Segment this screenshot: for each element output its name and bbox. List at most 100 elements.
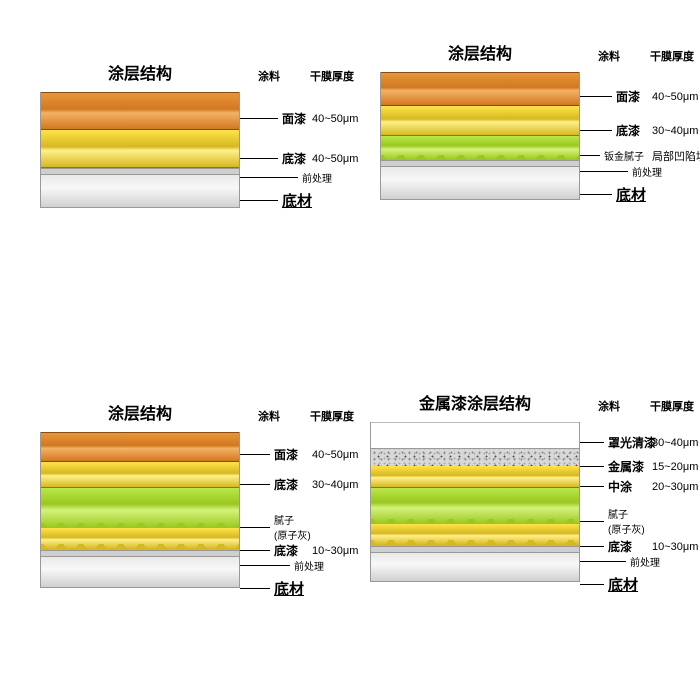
layer-thickness: 10~30μm: [652, 541, 698, 553]
layer-thickness: 30~40μm: [652, 125, 698, 137]
layer-底漆: [41, 462, 239, 488]
layer-thickness: 30~40μm: [652, 437, 698, 449]
layer-name: 罩光清漆: [608, 434, 656, 451]
layer-name: 底漆: [274, 542, 298, 559]
layer-label-row: 腻子(原子灰): [240, 512, 311, 542]
layer-stack: [40, 92, 240, 208]
panel-br: 金属漆涂层结构涂料干膜厚度罩光清漆30~40μm金属漆15~20μm中涂20~3…: [370, 390, 700, 582]
layer-name: 前处理: [294, 558, 324, 573]
layer-thickness: 40~50μm: [312, 449, 358, 461]
layer-面漆: [381, 72, 579, 106]
leader-line: [580, 561, 626, 562]
leader-line: [580, 96, 612, 97]
leader-line: [240, 118, 278, 119]
layer-label-row: 面漆40~50μm: [240, 110, 306, 127]
layer-底漆: [381, 106, 579, 136]
layer-stack: [380, 72, 580, 200]
panel-tr: 涂层结构涂料干膜厚度面漆40~50μm底漆30~40μm钣金腻子局部凹陷填平前处…: [380, 40, 700, 200]
leader-line: [240, 527, 270, 528]
leader-line: [240, 565, 290, 566]
layer-label-row: 钣金腻子局部凹陷填平: [580, 148, 644, 163]
header-thickness: 干膜厚度: [310, 408, 354, 424]
layer-name: 腻子(原子灰): [274, 512, 311, 542]
layer-name: 底漆: [616, 122, 640, 139]
header-thickness: 干膜厚度: [310, 68, 354, 84]
layer-面漆: [41, 432, 239, 462]
panel-title: 涂层结构: [40, 60, 240, 84]
layer-thickness: 20~30μm: [652, 481, 698, 493]
layer-name: 钣金腻子: [604, 148, 644, 163]
layer-thickness: 局部凹陷填平: [652, 148, 700, 164]
header-paint: 涂料: [258, 408, 280, 424]
layer-label-row: 前处理: [580, 554, 660, 569]
layer-name: 底材: [282, 190, 312, 211]
layer-label-row: 底材: [580, 184, 646, 205]
layer-label-row: 前处理: [240, 170, 332, 185]
layer-label-row: 面漆40~50μm: [240, 446, 298, 463]
leader-line: [240, 484, 270, 485]
layer-name: 底漆: [282, 150, 306, 167]
header-thickness: 干膜厚度: [650, 398, 694, 414]
panel-title: 涂层结构: [40, 400, 240, 424]
leader-line: [580, 466, 604, 467]
layer-腻子原子灰: [371, 488, 579, 524]
layer-name: 底材: [616, 184, 646, 205]
header-paint: 涂料: [258, 68, 280, 84]
layer-stack: [370, 422, 580, 582]
layer-label-row: 底漆30~40μm: [580, 122, 640, 139]
layer-name: 前处理: [630, 554, 660, 569]
layer-底材: [41, 556, 239, 588]
leader-line: [580, 442, 604, 443]
layer-label-row: 金属漆15~20μm: [580, 458, 644, 475]
leader-line: [240, 454, 270, 455]
panel-title: 金属漆涂层结构: [370, 390, 580, 414]
layer-label-row: 底材: [240, 578, 304, 599]
layer-name: 底漆: [274, 476, 298, 493]
leader-line: [240, 158, 278, 159]
panel-bl: 涂层结构涂料干膜厚度面漆40~50μm底漆30~40μm腻子(原子灰)底漆10~…: [40, 400, 420, 588]
layer-stack: [40, 432, 240, 588]
layer-label-row: 底材: [580, 574, 638, 595]
layer-name: 腻子(原子灰): [608, 506, 645, 536]
leader-line: [580, 486, 604, 487]
layer-thickness: 40~50μm: [652, 91, 698, 103]
layer-label-row: 前处理: [580, 164, 662, 179]
layer-label-row: 底漆10~30μm: [580, 538, 632, 555]
leader-line: [240, 550, 270, 551]
layer-name: 面漆: [274, 446, 298, 463]
layer-底材: [381, 166, 579, 200]
layer-thickness: 40~50μm: [312, 153, 358, 165]
leader-line: [580, 546, 604, 547]
layer-name: 面漆: [282, 110, 306, 127]
header-paint: 涂料: [598, 398, 620, 414]
header-thickness: 干膜厚度: [650, 48, 694, 64]
layer-label-row: 底漆10~30μm: [240, 542, 298, 559]
layer-罩光清漆: [371, 422, 579, 448]
layer-name: 底漆: [608, 538, 632, 555]
panel-tl: 涂层结构涂料干膜厚度面漆40~50μm底漆40~50μm前处理底材: [40, 60, 420, 208]
layer-钣金腻子: [381, 136, 579, 160]
layer-腻子原子灰: [41, 488, 239, 528]
layer-底材: [41, 174, 239, 208]
leader-line: [580, 194, 612, 195]
panel-title: 涂层结构: [380, 40, 580, 64]
leader-line: [580, 130, 612, 131]
header-paint: 涂料: [598, 48, 620, 64]
layer-name: 中涂: [608, 478, 632, 495]
layer-label-row: 罩光清漆30~40μm: [580, 434, 656, 451]
layer-label-row: 前处理: [240, 558, 324, 573]
layer-label-row: 腻子(原子灰): [580, 506, 645, 536]
layer-thickness: 40~50μm: [312, 113, 358, 125]
layer-thickness: 15~20μm: [652, 461, 698, 473]
layer-name: 面漆: [616, 88, 640, 105]
layer-底材: [371, 552, 579, 582]
layer-label-row: 底材: [240, 190, 312, 211]
layer-name: 前处理: [302, 170, 332, 185]
layer-name: 金属漆: [608, 458, 644, 475]
layer-面漆: [41, 92, 239, 130]
layer-label-row: 中涂20~30μm: [580, 478, 632, 495]
leader-line: [240, 588, 270, 589]
layer-底漆: [41, 130, 239, 168]
layer-name: 前处理: [632, 164, 662, 179]
leader-line: [580, 155, 600, 156]
